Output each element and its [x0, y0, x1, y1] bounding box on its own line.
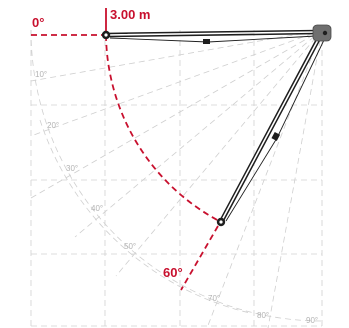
sixty-angle-label: 60°: [163, 265, 183, 280]
sixty-degree-line: [180, 225, 219, 291]
angle-label-20: 20°: [47, 121, 59, 130]
angle-label-50: 50°: [124, 242, 136, 251]
reference-lines: [31, 8, 219, 291]
wall-mount-bracket: [312, 24, 332, 42]
angle-label-80: 80°: [257, 311, 269, 320]
extension-label: 3.00 m: [110, 7, 150, 22]
angle-label-10: 10°: [35, 70, 47, 79]
background-grid: [30, 30, 322, 328]
angle-label-30: 30°: [66, 164, 78, 173]
radius-arcs: [30, 29, 323, 322]
angle-label-90: 90°: [306, 316, 318, 325]
folding-arm-angled: [216, 33, 325, 227]
zero-angle-label: 0°: [32, 15, 44, 30]
folding-arm-horizontal: [101, 29, 321, 44]
angle-label-70: 70°: [208, 294, 220, 303]
radial-angle-lines: [30, 29, 323, 328]
sweep-arc: [105, 34, 222, 223]
angle-label-40: 40°: [91, 204, 103, 213]
